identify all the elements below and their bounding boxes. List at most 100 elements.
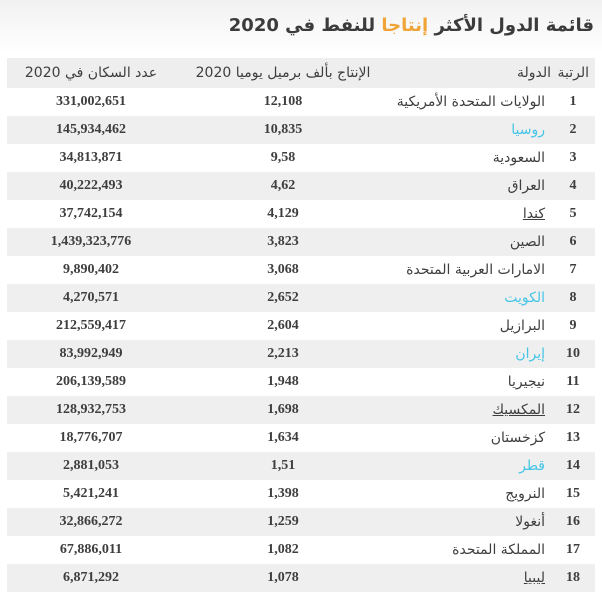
production-cell: 1,948 <box>267 374 299 389</box>
country-name[interactable]: روسيا <box>511 122 545 138</box>
page-title: قائمة الدول الأكثر إنتاجا للنفط في 2020 <box>8 13 594 39</box>
rank-cell: 18 <box>566 570 580 585</box>
table-row: 8 الكويت 2,652 4,270,571 <box>7 284 595 312</box>
country-name: البرازيل <box>499 318 545 334</box>
rank-cell: 16 <box>566 514 580 529</box>
table-row: 4 العراق 4,62 40,222,493 <box>7 172 595 200</box>
table-row: 3 السعودية 9,58 34,813,871 <box>7 144 595 172</box>
rank-cell: 12 <box>566 402 580 417</box>
oil-producers-table: الرتبة الدولة الإنتاج بألف برميل يوميا 2… <box>7 58 595 592</box>
rank-cell: 15 <box>566 486 580 501</box>
country-cell: أنغولا <box>391 508 551 536</box>
country-cell: المكسيك <box>391 396 551 424</box>
production-cell: 1,259 <box>267 514 299 529</box>
table-row: 7 الامارات العربية المتحدة 3,068 9,890,402 <box>7 256 595 284</box>
population-cell: 5,421,241 <box>63 486 119 501</box>
table-row: 2 روسيا 10,835 145,934,462 <box>7 116 595 144</box>
country-name[interactable]: الكويت <box>504 290 545 306</box>
production-cell: 4,62 <box>270 178 296 193</box>
country-name[interactable]: المكسيك <box>492 402 546 418</box>
production-cell: 1,634 <box>267 430 299 445</box>
population-cell: 4,270,571 <box>63 290 119 305</box>
production-cell: 2,213 <box>267 346 299 361</box>
rank-cell: 8 <box>569 290 577 305</box>
header-country: الدولة <box>516 65 551 81</box>
population-cell: 212,559,417 <box>56 318 126 333</box>
title-suffix: للنفط في 2020 <box>228 15 376 36</box>
production-cell: 1,51 <box>270 458 296 473</box>
header-rank: الرتبة <box>557 65 589 81</box>
country-name[interactable]: ليبيا <box>523 570 545 586</box>
production-cell: 2,652 <box>267 290 299 305</box>
country-name: نيجيريا <box>507 374 545 390</box>
production-cell: 12,108 <box>263 94 303 109</box>
production-cell: 10,835 <box>263 122 303 137</box>
country-cell: قطر <box>391 452 551 480</box>
rank-cell: 5 <box>569 206 577 221</box>
country-cell: روسيا <box>391 116 551 144</box>
table-row: 17 المملكة المتحدة 1,082 67,886,011 <box>7 536 595 564</box>
population-cell: 145,934,462 <box>56 122 126 137</box>
population-cell: 128,932,753 <box>56 402 126 417</box>
table-row: 1 الولايات المتحدة الأمريكية 12,108 331,002… <box>7 88 595 116</box>
country-name[interactable]: كندا <box>522 206 545 222</box>
country-name: السعودية <box>492 150 545 166</box>
table-row: 14 قطر 1,51 2,881,053 <box>7 452 595 480</box>
country-cell: كندا <box>391 200 551 228</box>
title-prefix: قائمة الدول الأكثر <box>434 15 594 36</box>
rank-cell: 9 <box>569 318 577 333</box>
population-cell: 34,813,871 <box>59 150 123 165</box>
production-cell: 1,398 <box>267 486 299 501</box>
rank-cell: 11 <box>566 374 580 389</box>
table-row: 18 ليبيا 1,078 6,871,292 <box>7 564 595 592</box>
rank-cell: 7 <box>569 262 577 277</box>
production-cell: 1,082 <box>267 542 299 557</box>
country-name: كزخستان <box>490 430 545 446</box>
table-row: 15 النرويج 1,398 5,421,241 <box>7 480 595 508</box>
population-cell: 1,439,323,776 <box>50 234 132 249</box>
header-population: عدد السكان في 2020 <box>24 65 158 81</box>
rank-cell: 17 <box>566 542 580 557</box>
header-row: الرتبة الدولة الإنتاج بألف برميل يوميا 2… <box>7 58 595 88</box>
country-cell: النرويج <box>391 480 551 508</box>
rank-cell: 13 <box>566 430 580 445</box>
country-name: المملكة المتحدة <box>452 542 545 558</box>
rank-cell: 3 <box>569 150 577 165</box>
population-cell: 2,881,053 <box>63 458 119 473</box>
country-cell: الامارات العربية المتحدة <box>391 256 551 284</box>
table-header: الرتبة الدولة الإنتاج بألف برميل يوميا 2… <box>7 58 595 88</box>
table-row: 11 نيجيريا 1,948 206,139,589 <box>7 368 595 396</box>
population-cell: 331,002,651 <box>56 94 126 109</box>
country-cell: البرازيل <box>391 312 551 340</box>
rank-cell: 10 <box>566 346 580 361</box>
country-cell: ليبيا <box>391 564 551 592</box>
table-row: 6 الصين 3,823 1,439,323,776 <box>7 228 595 256</box>
population-cell: 37,742,154 <box>59 206 123 221</box>
population-cell: 83,992,949 <box>59 346 123 361</box>
country-name[interactable]: قطر <box>519 458 545 474</box>
country-cell: الكويت <box>391 284 551 312</box>
rank-cell: 2 <box>569 122 577 137</box>
rank-cell: 4 <box>569 178 577 193</box>
country-name: الصين <box>509 234 545 250</box>
country-cell: السعودية <box>391 144 551 172</box>
production-cell: 1,698 <box>267 402 299 417</box>
country-cell: الولايات المتحدة الأمريكية <box>391 88 551 116</box>
rank-cell: 6 <box>569 234 577 249</box>
production-cell: 3,068 <box>267 262 299 277</box>
table-row: 10 إيران 2,213 83,992,949 <box>7 340 595 368</box>
rank-cell: 14 <box>566 458 580 473</box>
country-cell: العراق <box>391 172 551 200</box>
population-cell: 32,866,272 <box>59 514 123 529</box>
title-highlight: إنتاجا <box>381 15 429 36</box>
country-name: الامارات العربية المتحدة <box>406 262 545 278</box>
country-name[interactable]: إيران <box>515 346 545 362</box>
country-cell: كزخستان <box>391 424 551 452</box>
production-cell: 9,58 <box>270 150 296 165</box>
rank-cell: 1 <box>569 94 577 109</box>
population-cell: 67,886,011 <box>59 542 123 557</box>
table-body: 1 الولايات المتحدة الأمريكية 12,108 331,002… <box>7 88 595 592</box>
table-row: 12 المكسيك 1,698 128,932,753 <box>7 396 595 424</box>
country-cell: المملكة المتحدة <box>391 536 551 564</box>
population-cell: 6,871,292 <box>63 570 119 585</box>
